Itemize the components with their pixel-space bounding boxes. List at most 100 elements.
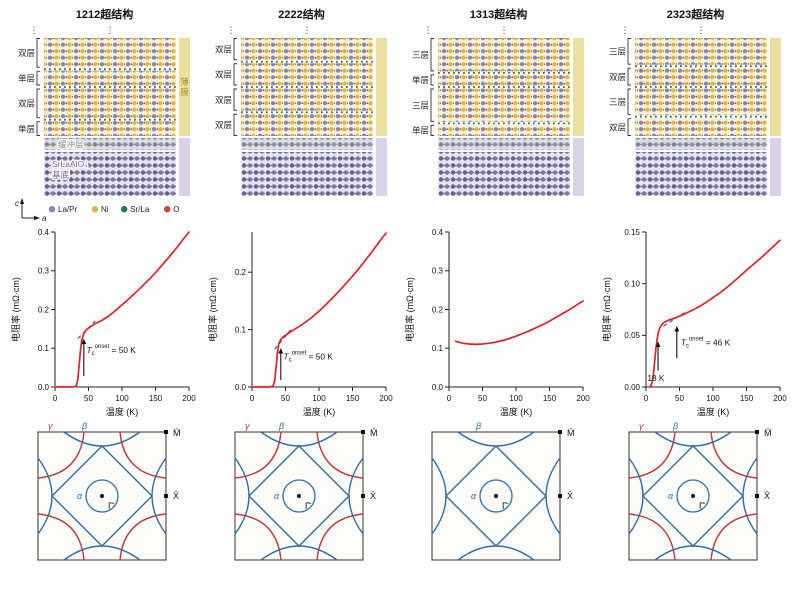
film-layer-block bbox=[241, 63, 373, 86]
repeat-ellipsis: ⋮ bbox=[106, 25, 115, 35]
y-tick-label: 0.1 bbox=[235, 325, 247, 334]
x-point-marker bbox=[164, 494, 168, 498]
tc-annotation: 18 K bbox=[647, 373, 665, 383]
layer-bracket bbox=[36, 38, 40, 68]
x-tick-label: 100 bbox=[115, 394, 129, 403]
legend-label-1: Ni bbox=[101, 205, 109, 214]
substrate bbox=[241, 152, 373, 196]
layer-bracket bbox=[233, 63, 237, 86]
substrate-strip bbox=[770, 138, 781, 196]
x-tick-label: 100 bbox=[706, 394, 720, 403]
substrate bbox=[44, 152, 176, 196]
beta-label: β bbox=[278, 421, 284, 431]
x-point-marker bbox=[755, 494, 759, 498]
resistivity-chart-2222: 0 50 100 150 200 0.0 0.1 0.2 温度 (K) 电阻率 (mΩ·cm) Tc… bbox=[205, 224, 398, 420]
structure-panel-1313: ⋮ ⋮ 三层 单层 三层 单层 bbox=[402, 22, 595, 224]
axis-a-label: a bbox=[42, 214, 47, 223]
film-layer-block bbox=[438, 74, 570, 86]
substrate-strip bbox=[179, 138, 190, 196]
alpha-pocket bbox=[282, 479, 316, 513]
layer-label: 双层 bbox=[215, 44, 232, 54]
film-layer-block bbox=[438, 88, 570, 122]
legend-swatch-3 bbox=[164, 206, 171, 213]
layer-bracket bbox=[233, 113, 237, 136]
buffer-layer bbox=[241, 138, 373, 150]
gamma-pockets bbox=[628, 431, 758, 561]
x-point-label: X̄ bbox=[567, 491, 573, 501]
legend-label-2: Sr/La bbox=[130, 205, 150, 214]
y-tick-label: 0.4 bbox=[38, 228, 50, 237]
y-tick-label: 0.00 bbox=[624, 383, 640, 392]
x-tick-label: 0 bbox=[447, 394, 452, 403]
x-tick-label: 150 bbox=[740, 394, 754, 403]
m-point-label: M̄ bbox=[567, 428, 575, 438]
layer-label: 三层 bbox=[412, 100, 429, 110]
alpha-label: α bbox=[471, 491, 477, 501]
y-tick-label: 0.1 bbox=[38, 344, 50, 353]
x-tick-label: 150 bbox=[149, 394, 163, 403]
resistivity-curve bbox=[54, 231, 190, 388]
y-tick-label: 0.2 bbox=[235, 268, 247, 277]
gamma-point-label: Γ̄ bbox=[502, 501, 509, 511]
buffer-label: 缓冲层 bbox=[58, 140, 84, 150]
y-tick-label: 0.2 bbox=[38, 305, 50, 314]
substrate-label: SrLaAlO₄ bbox=[52, 159, 88, 169]
gamma-pockets bbox=[234, 431, 364, 561]
tc-annotation: Tconset = 50 K bbox=[86, 344, 136, 357]
tc-arrowhead bbox=[278, 347, 284, 354]
film-layer-block bbox=[241, 38, 373, 61]
film-layer-block bbox=[635, 38, 767, 65]
tc-arrowhead bbox=[674, 326, 680, 332]
beta-edge-arcs bbox=[37, 431, 167, 561]
alpha-pocket bbox=[676, 479, 710, 513]
gamma-point-label: Γ̄ bbox=[699, 501, 706, 511]
x-tick-label: 150 bbox=[543, 394, 557, 403]
film-layer-block bbox=[635, 88, 767, 116]
legend-swatch-1 bbox=[91, 206, 99, 213]
x-tick-label: 150 bbox=[346, 394, 360, 403]
column-2222: 2222结构 ⋮ ⋮ 双层 双层 双层 双层 0 50 100 150 200 0.0 0.1 0.2 温… bbox=[205, 2, 398, 592]
resistivity-curve bbox=[454, 300, 584, 346]
layer-bracket bbox=[627, 38, 631, 65]
resistivity-curve bbox=[648, 239, 781, 388]
x-tick-label: 200 bbox=[379, 394, 393, 403]
film-layer-block bbox=[438, 38, 570, 72]
x-tick-label: 200 bbox=[182, 394, 196, 403]
x-axis-label: 温度 (K) bbox=[106, 406, 139, 417]
layer-bracket bbox=[430, 38, 434, 72]
film-layer-block bbox=[44, 88, 176, 119]
layer-bracket bbox=[627, 88, 631, 116]
y-tick-label: 0.0 bbox=[38, 383, 50, 392]
x-tick-label: 50 bbox=[84, 394, 93, 403]
layer-label: 双层 bbox=[609, 122, 626, 132]
gamma-point-dot bbox=[296, 493, 302, 499]
alpha-label: α bbox=[668, 491, 674, 501]
y-tick-label: 0.4 bbox=[432, 228, 444, 237]
film-layer-block bbox=[44, 121, 176, 136]
repeat-ellipsis-left: ⋮ bbox=[227, 25, 236, 35]
layer-label: 单层 bbox=[18, 124, 35, 134]
y-tick-label: 0.0 bbox=[235, 383, 247, 392]
structure-panel-2323: ⋮ ⋮ 三层 双层 三层 双层 bbox=[599, 22, 792, 224]
axis-c-label: c bbox=[15, 199, 19, 208]
layer-bracket bbox=[627, 118, 631, 136]
y-axis-label: 电阻率 (mΩ·cm) bbox=[404, 277, 415, 342]
gamma-point-label: Γ̄ bbox=[305, 501, 312, 511]
x-axis-label: 温度 (K) bbox=[303, 406, 336, 417]
x-tick-label: 50 bbox=[281, 394, 290, 403]
repeat-ellipsis: ⋮ bbox=[303, 25, 312, 35]
m-point-marker bbox=[361, 430, 365, 434]
repeat-ellipsis: ⋮ bbox=[697, 25, 706, 35]
crystal-axes: ca bbox=[15, 198, 47, 223]
resistivity-chart-1313: 0 50 100 150 200 0.0 0.1 0.2 0.3 0.4 温度 (K) 电阻率 (mΩ… bbox=[402, 224, 595, 420]
layer-label: 单层 bbox=[412, 126, 429, 136]
fermi-surface-panel-2323: γ β M̄ X̄ Γ̄ α bbox=[599, 420, 792, 582]
alpha-pocket bbox=[85, 479, 119, 513]
film-layer-block bbox=[635, 67, 767, 86]
m-point-label: M̄ bbox=[370, 428, 378, 438]
x-point-label: X̄ bbox=[370, 491, 376, 501]
film-layer-block bbox=[44, 70, 176, 86]
beta-edge-arcs bbox=[628, 431, 758, 561]
buffer-layer bbox=[635, 138, 767, 150]
y-axis-label: 电阻率 (mΩ·cm) bbox=[601, 277, 612, 342]
